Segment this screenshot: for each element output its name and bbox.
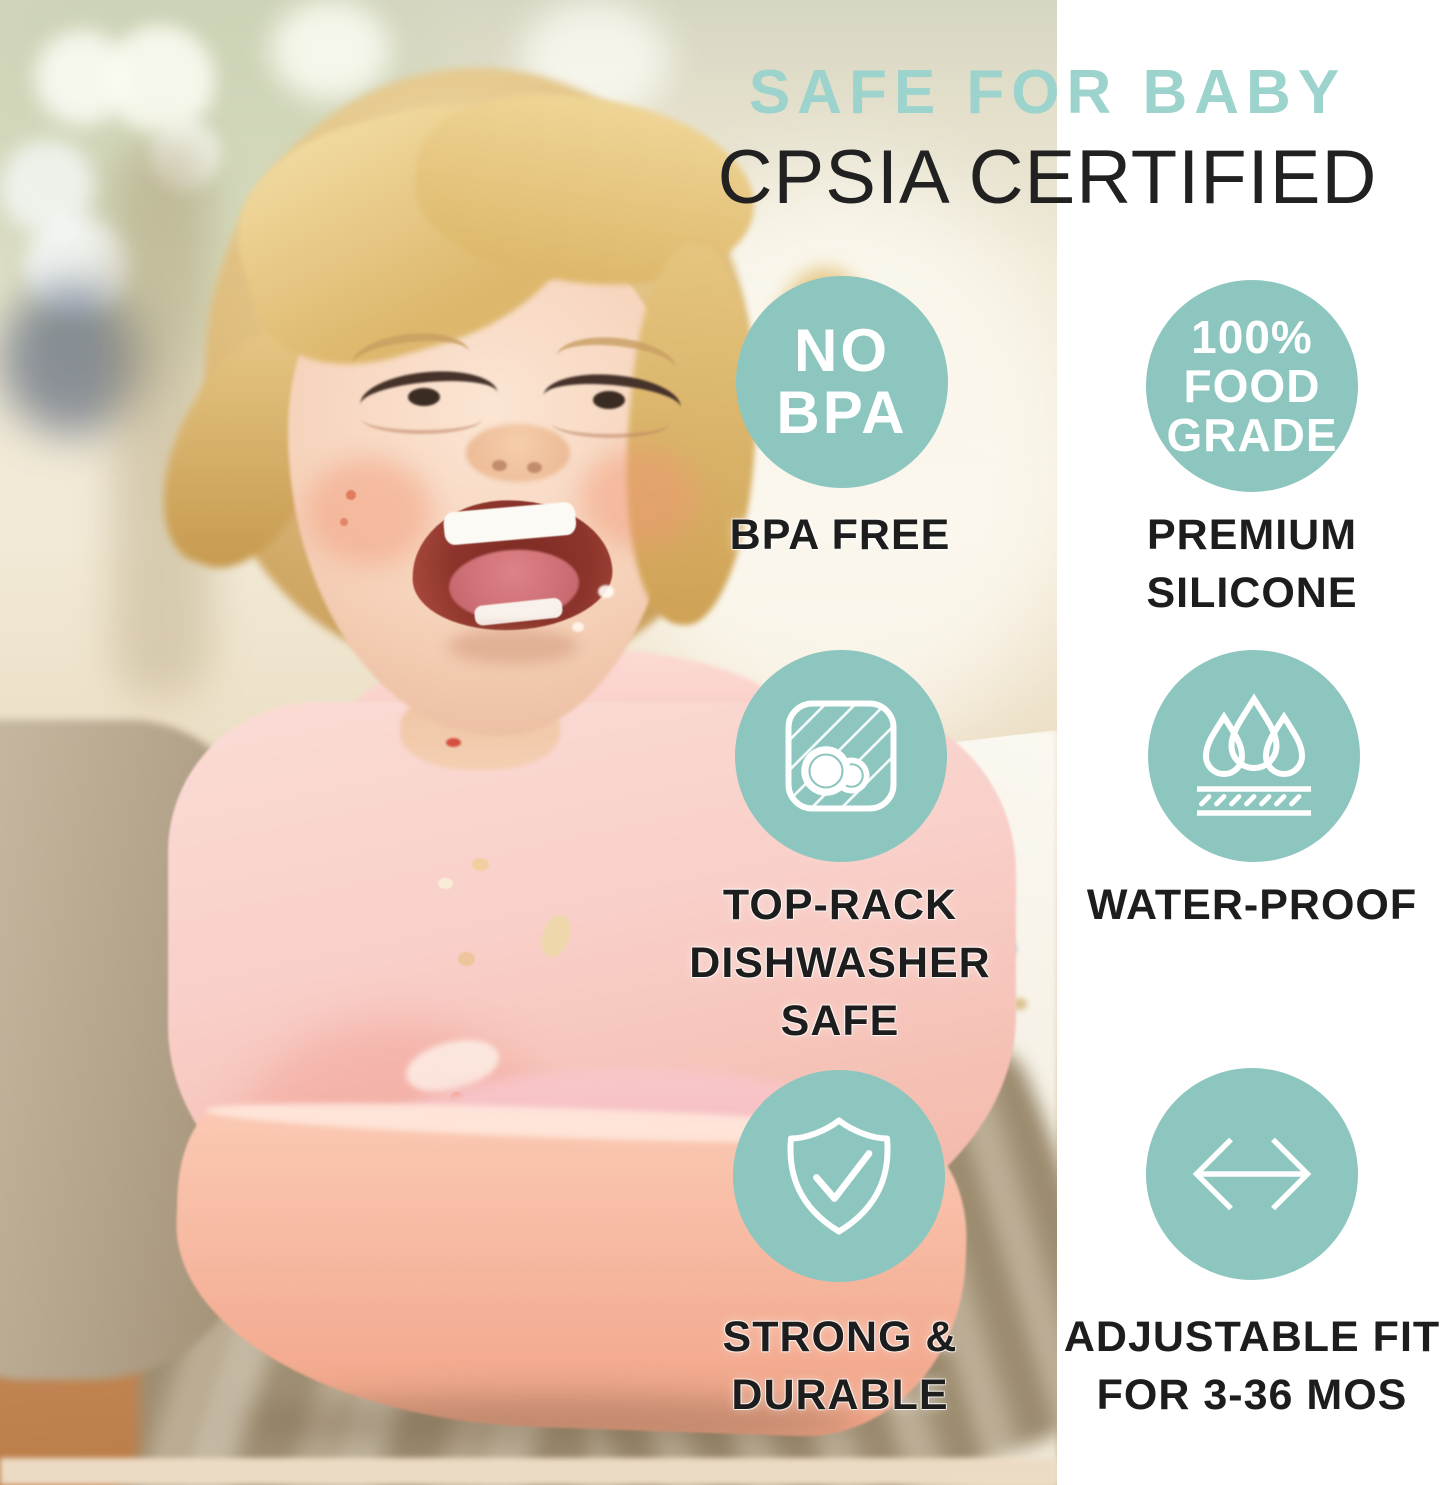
label-dishwasher-safe: TOP-RACK DISHWASHER SAFE xyxy=(620,876,1060,1050)
label-line: STRONG & xyxy=(722,1313,958,1361)
bokeh-light xyxy=(150,120,220,190)
eye-crease xyxy=(552,408,670,438)
rosy-cheek xyxy=(305,458,433,566)
chin-shadow xyxy=(448,628,578,664)
label-line: SAFE xyxy=(780,997,900,1045)
food-crumb xyxy=(458,952,475,966)
dishwasher-icon xyxy=(785,700,897,812)
water-drops-icon xyxy=(1197,693,1311,816)
nostril xyxy=(527,462,542,473)
cheek-spot xyxy=(340,518,348,526)
badge-text-line: BPA xyxy=(776,379,908,446)
headline: SAFE FOR BABY xyxy=(748,58,1347,127)
label-line: BPA FREE xyxy=(729,511,951,559)
label-line: WATER-PROOF xyxy=(1086,881,1418,929)
badge-text-line: GRADE xyxy=(1166,408,1338,461)
strong-durable-badge xyxy=(733,1070,945,1282)
no-bpa-badge: NO BPA xyxy=(736,276,948,488)
label-adjustable-fit: ADJUSTABLE FIT FOR 3-36 MOS xyxy=(1032,1308,1445,1424)
label-line: DISHWASHER xyxy=(689,939,991,987)
food-crumb xyxy=(438,878,453,889)
label-line: DURABLE xyxy=(731,1371,949,1419)
rosy-cheek xyxy=(580,448,698,548)
label-bpa-free: BPA FREE xyxy=(620,506,1060,564)
water-proof-badge xyxy=(1148,650,1360,862)
badge-text-line: NO xyxy=(794,317,890,384)
food-speck xyxy=(572,622,584,632)
food-grade-badge: 100% FOOD GRADE xyxy=(1146,280,1358,492)
eye-crease xyxy=(362,404,482,434)
label-line: TOP-RACK xyxy=(722,881,958,929)
label-line: SILICONE xyxy=(1146,569,1358,617)
bokeh-light xyxy=(105,25,215,135)
subheadline: CPSIA CERTIFIED xyxy=(717,135,1378,220)
badge-text-line: FOOD xyxy=(1183,359,1321,412)
label-strong-durable: STRONG & DURABLE xyxy=(620,1308,1060,1424)
pocket-shadow xyxy=(240,1395,860,1450)
food-crumb xyxy=(472,858,489,871)
label-premium-silicone: PREMIUM SILICONE xyxy=(1032,506,1445,622)
open-laughing-mouth xyxy=(408,494,616,636)
shield-check-icon xyxy=(787,1117,891,1235)
nostril xyxy=(492,460,507,471)
label-line: PREMIUM xyxy=(1146,511,1358,559)
header: SAFE FOR BABY CPSIA CERTIFIED xyxy=(650,62,1445,216)
badge-text-line: 100% xyxy=(1191,310,1313,363)
bokeh-light xyxy=(270,0,390,100)
background-car-blur xyxy=(0,285,145,435)
photo-bottom-edge xyxy=(0,1458,1057,1485)
dishwasher-badge xyxy=(735,650,947,862)
left-iris xyxy=(408,388,440,406)
cheek-spot xyxy=(346,490,356,500)
food-speck xyxy=(598,585,614,598)
label-line: ADJUSTABLE FIT xyxy=(1063,1313,1441,1361)
adjustable-fit-badge xyxy=(1146,1068,1358,1280)
horizontal-arrows-icon xyxy=(1192,1137,1312,1211)
right-iris xyxy=(593,391,625,409)
label-water-proof: WATER-PROOF xyxy=(1032,876,1445,934)
nose xyxy=(466,424,570,482)
label-line: FOR 3-36 MOS xyxy=(1096,1371,1408,1419)
food-speck xyxy=(446,738,461,747)
